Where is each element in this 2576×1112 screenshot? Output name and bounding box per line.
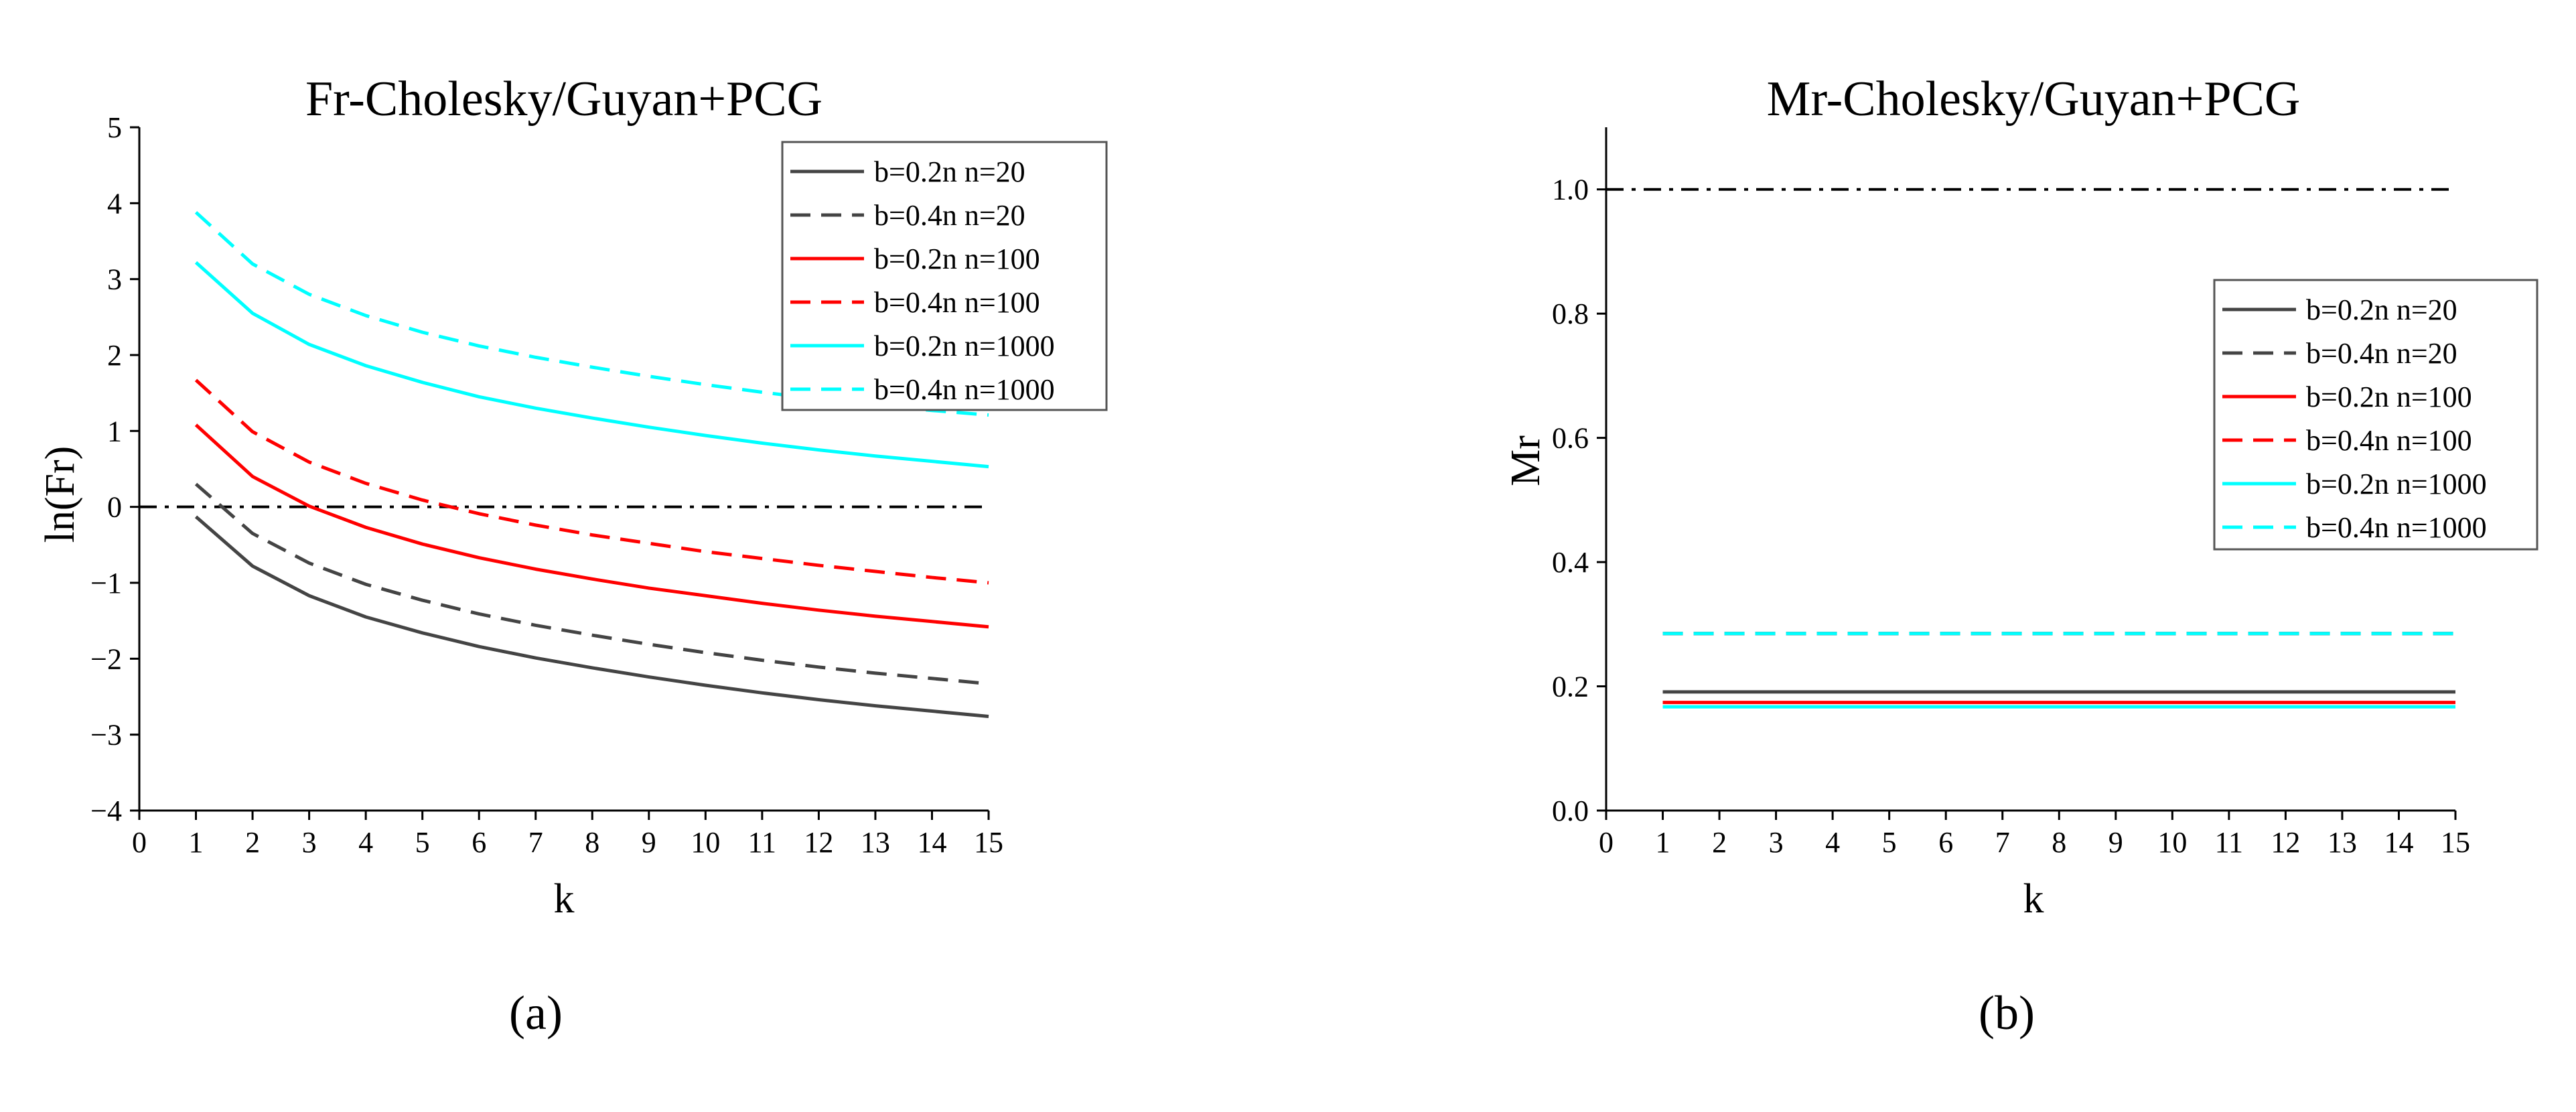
panel-a-x-tick-label: 8 (585, 826, 599, 859)
panel-b-chart: Mr-Cholesky/Guyan+PCG Mr k 0 1 2 3 4 5 6 7 8 9 10 1… (1503, 72, 2538, 1040)
panel-b-x-tick-label: 4 (1825, 826, 1840, 859)
panel-a-y-tick-label: −1 (90, 567, 122, 600)
panel-b-legend-label: b=0.4n n=20 (2306, 337, 2457, 370)
panel-b-ticks: 0 1 2 3 4 5 6 7 8 9 10 11 12 13 14 150.00.20.40.60.81.0 (1552, 173, 2470, 859)
panel-b-x-tick-label: 8 (2052, 826, 2066, 859)
panel-a-x-tick-label: 5 (415, 826, 430, 859)
panel-a-y-tick-label: 2 (107, 339, 122, 372)
panel-b-y-tick-label: 0.6 (1552, 422, 1589, 455)
panel-a-x-tick-label: 13 (861, 826, 890, 859)
panel-a-y-tick-label: 1 (107, 415, 122, 447)
panel-a-legend-label: b=0.4n n=1000 (874, 373, 1055, 406)
panel-b-x-tick-label: 3 (1769, 826, 1784, 859)
panel-a-y-tick-label: −2 (90, 642, 122, 675)
panel-b-x-label: k (2023, 876, 2044, 922)
panel-b-x-tick-label: 7 (1995, 826, 2010, 859)
panel-b-x-tick-label: 6 (1938, 826, 1953, 859)
panel-a-y-tick-label: −4 (90, 794, 122, 827)
panel-a-series (139, 211, 989, 718)
panel-a-y-label: ln(Fr) (38, 446, 83, 543)
panel-a-y-tick-label: 5 (107, 111, 122, 144)
panel-b-y-tick-label: 0.4 (1552, 546, 1589, 579)
panel-b-x-tick-label: 2 (1712, 826, 1727, 859)
panel-a-series-line (194, 515, 989, 718)
panel-b-title: Mr-Cholesky/Guyan+PCG (1767, 72, 2301, 127)
panel-a-legend-label: b=0.2n n=1000 (874, 330, 1055, 362)
panel-a-x-tick-label: 15 (974, 826, 1003, 859)
panel-a-label: (a) (509, 986, 563, 1040)
panel-b-x-tick-label: 15 (2441, 826, 2470, 859)
panel-a-series-line (194, 211, 989, 417)
panel-a-legend-label: b=0.2n n=100 (874, 242, 1040, 275)
panel-a-x-tick-label: 11 (748, 826, 776, 859)
panel-a-x-tick-label: 4 (358, 826, 373, 859)
panel-a-legend-box (781, 141, 1108, 411)
panel-a-legend-label: b=0.4n n=100 (874, 286, 1040, 319)
panel-a-title: Fr-Cholesky/Guyan+PCG (305, 72, 822, 127)
panel-b-label: (b) (1979, 986, 2035, 1040)
panel-a-y-tick-label: 3 (107, 263, 122, 296)
panel-a-series-line (194, 482, 989, 686)
panel-b-x-tick-label: 1 (1656, 826, 1670, 859)
panel-a-x-tick-label: 3 (302, 826, 317, 859)
panel-a-x-tick-label: 9 (642, 826, 656, 859)
panel-a-x-tick-label: 0 (132, 826, 147, 859)
panel-a-y-tick-label: −3 (90, 719, 122, 752)
panel-b-x-tick-label: 0 (1599, 826, 1614, 859)
panel-b-legend-label: b=0.4n n=100 (2306, 424, 2472, 457)
panel-b-x-tick-label: 9 (2108, 826, 2123, 859)
panel-b-axes (1605, 127, 2455, 812)
panel-b-y-tick-label: 0.0 (1552, 794, 1589, 827)
panel-b-y-label: Mr (1503, 435, 1549, 486)
panel-a-series-line (194, 378, 989, 585)
panel-b-legend-label: b=0.2n n=100 (2306, 380, 2472, 413)
panel-a-axes (138, 127, 989, 812)
panel-b-series (1606, 188, 2455, 709)
panel-a-series-line (194, 423, 989, 629)
panel-a-series-line (194, 261, 989, 469)
panel-a-x-tick-label: 6 (472, 826, 486, 859)
panel-a-x-label: k (554, 876, 575, 922)
panel-b-legend-label: b=0.2n n=20 (2306, 293, 2457, 326)
panel-b-x-tick-label: 12 (2271, 826, 2300, 859)
panel-a-y-tick-label: 4 (107, 187, 122, 220)
panel-b-y-tick-label: 0.8 (1552, 297, 1589, 330)
panel-a-y-tick-label: 0 (107, 491, 122, 524)
panel-a-x-tick-label: 7 (528, 826, 543, 859)
panel-b-y-tick-label: 0.2 (1552, 671, 1589, 703)
panel-a-x-tick-label: 10 (691, 826, 720, 859)
panel-b-legend-label: b=0.2n n=1000 (2306, 468, 2487, 500)
panel-a-legend-label: b=0.2n n=20 (874, 155, 1025, 188)
panel-b-legend: b=0.2n n=20 b=0.4n n=20 b=0.2n n=100 b=0.4n… (2213, 279, 2538, 551)
panel-b-x-tick-label: 5 (1882, 826, 1897, 859)
panel-b-x-tick-label: 11 (2215, 826, 2243, 859)
panel-b-legend-box (2213, 279, 2538, 551)
panel-a-x-tick-label: 12 (804, 826, 833, 859)
panel-b-x-tick-label: 10 (2157, 826, 2187, 859)
panel-b-y-tick-label: 1.0 (1552, 173, 1589, 206)
panel-b-x-tick-label: 14 (2384, 826, 2413, 859)
panel-a-x-tick-label: 2 (245, 826, 260, 859)
panel-a-x-tick-label: 14 (917, 826, 946, 859)
panel-a-legend-label: b=0.4n n=20 (874, 199, 1025, 232)
panel-b-legend-label: b=0.4n n=1000 (2306, 511, 2487, 544)
panel-a-legend: b=0.2n n=20 b=0.4n n=20 b=0.2n n=100 b=0.4n… (781, 141, 1108, 411)
panel-b-x-tick-label: 13 (2328, 826, 2357, 859)
panel-a-x-tick-label: 1 (189, 826, 204, 859)
